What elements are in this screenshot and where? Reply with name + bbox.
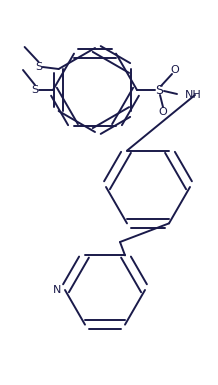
Text: O: O [159,107,167,117]
Text: S: S [31,85,39,95]
Text: O: O [171,65,179,75]
Text: N: N [53,285,61,295]
Text: S: S [35,62,42,72]
Text: S: S [155,84,163,97]
Text: NH: NH [185,90,202,100]
